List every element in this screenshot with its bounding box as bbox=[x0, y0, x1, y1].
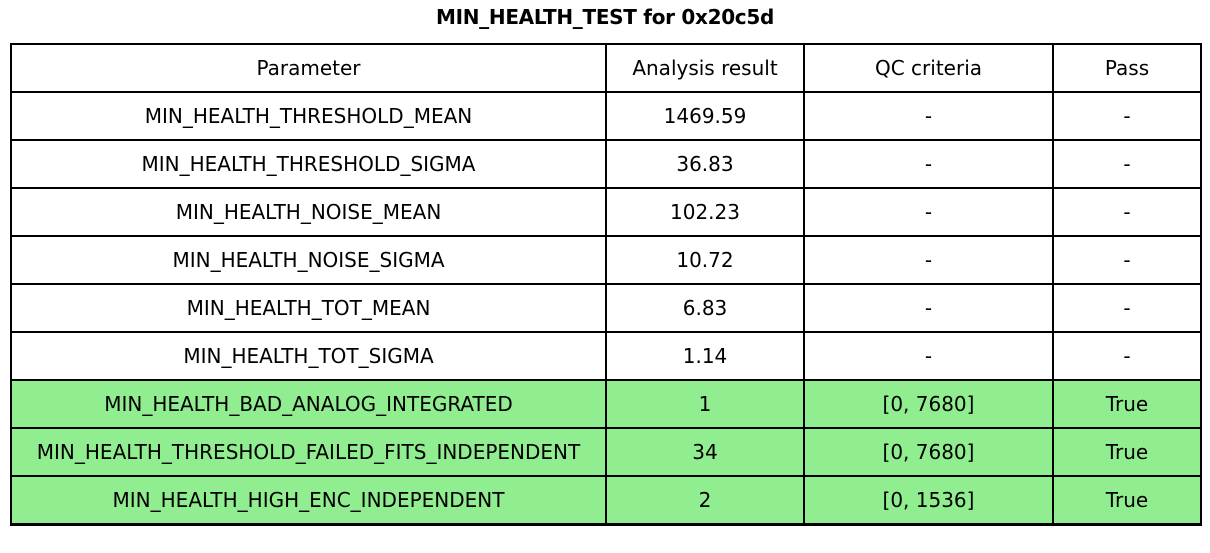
pass-cell: - bbox=[1052, 139, 1202, 189]
param-cell: MIN_HEALTH_NOISE_MEAN bbox=[10, 187, 607, 237]
result-cell: 2 bbox=[605, 475, 805, 526]
param-cell: MIN_HEALTH_THRESHOLD_FAILED_FITS_INDEPEN… bbox=[10, 427, 607, 477]
column-header-pass: Pass bbox=[1052, 43, 1202, 93]
qc-cell: [0, 7680] bbox=[803, 379, 1054, 429]
table-row: MIN_HEALTH_TOT_SIGMA 1.14 - - bbox=[10, 331, 1202, 381]
pass-cell: True bbox=[1052, 427, 1202, 477]
chart-title: MIN_HEALTH_TEST for 0x20c5d bbox=[436, 5, 774, 29]
qc-cell: [0, 1536] bbox=[803, 475, 1054, 526]
param-cell: MIN_HEALTH_TOT_SIGMA bbox=[10, 331, 607, 381]
pass-cell: - bbox=[1052, 283, 1202, 333]
column-header-qc-criteria: QC criteria bbox=[803, 43, 1054, 93]
result-cell: 102.23 bbox=[605, 187, 805, 237]
param-cell: MIN_HEALTH_BAD_ANALOG_INTEGRATED bbox=[10, 379, 607, 429]
table-header-row: Parameter Analysis result QC criteria Pa… bbox=[10, 43, 1202, 93]
table-row: MIN_HEALTH_THRESHOLD_SIGMA 36.83 - - bbox=[10, 139, 1202, 189]
qc-results-table: Parameter Analysis result QC criteria Pa… bbox=[10, 43, 1202, 526]
pass-cell: True bbox=[1052, 379, 1202, 429]
result-cell: 1.14 bbox=[605, 331, 805, 381]
pass-cell: - bbox=[1052, 187, 1202, 237]
column-header-parameter: Parameter bbox=[10, 43, 607, 93]
pass-cell: - bbox=[1052, 235, 1202, 285]
qc-cell: - bbox=[803, 91, 1054, 141]
result-cell: 1 bbox=[605, 379, 805, 429]
qc-cell: - bbox=[803, 283, 1054, 333]
param-cell: MIN_HEALTH_TOT_MEAN bbox=[10, 283, 607, 333]
table-row: MIN_HEALTH_NOISE_SIGMA 10.72 - - bbox=[10, 235, 1202, 285]
pass-cell: True bbox=[1052, 475, 1202, 526]
param-cell: MIN_HEALTH_HIGH_ENC_INDEPENDENT bbox=[10, 475, 607, 526]
param-cell: MIN_HEALTH_THRESHOLD_MEAN bbox=[10, 91, 607, 141]
qc-cell: - bbox=[803, 139, 1054, 189]
pass-cell: - bbox=[1052, 331, 1202, 381]
result-cell: 6.83 bbox=[605, 283, 805, 333]
table-row: MIN_HEALTH_TOT_MEAN 6.83 - - bbox=[10, 283, 1202, 333]
qc-cell: [0, 7680] bbox=[803, 427, 1054, 477]
param-cell: MIN_HEALTH_THRESHOLD_SIGMA bbox=[10, 139, 607, 189]
result-cell: 34 bbox=[605, 427, 805, 477]
table-row: MIN_HEALTH_BAD_ANALOG_INTEGRATED 1 [0, 7… bbox=[10, 379, 1202, 429]
table-row: MIN_HEALTH_HIGH_ENC_INDEPENDENT 2 [0, 15… bbox=[10, 475, 1202, 526]
result-cell: 1469.59 bbox=[605, 91, 805, 141]
result-cell: 36.83 bbox=[605, 139, 805, 189]
param-cell: MIN_HEALTH_NOISE_SIGMA bbox=[10, 235, 607, 285]
qc-cell: - bbox=[803, 187, 1054, 237]
qc-cell: - bbox=[803, 331, 1054, 381]
table-row: MIN_HEALTH_THRESHOLD_FAILED_FITS_INDEPEN… bbox=[10, 427, 1202, 477]
result-cell: 10.72 bbox=[605, 235, 805, 285]
table-row: MIN_HEALTH_NOISE_MEAN 102.23 - - bbox=[10, 187, 1202, 237]
column-header-analysis-result: Analysis result bbox=[605, 43, 805, 93]
table-row: MIN_HEALTH_THRESHOLD_MEAN 1469.59 - - bbox=[10, 91, 1202, 141]
qc-cell: - bbox=[803, 235, 1054, 285]
pass-cell: - bbox=[1052, 91, 1202, 141]
